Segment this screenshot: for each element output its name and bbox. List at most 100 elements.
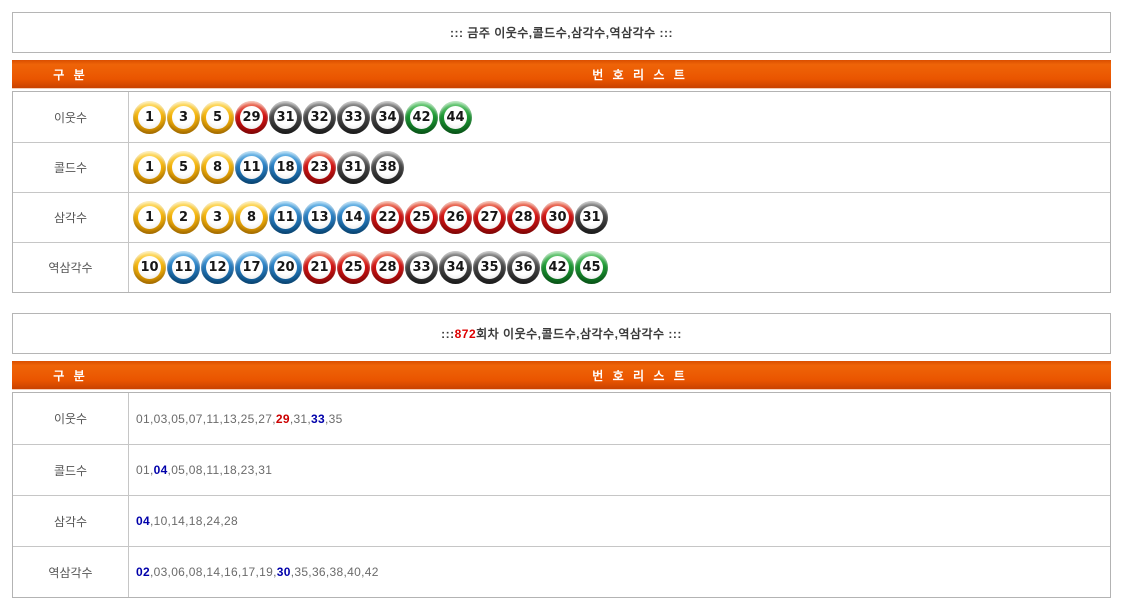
ball-number: 45 — [580, 256, 603, 279]
ball-number: 10 — [138, 256, 161, 279]
number-value: 19 — [259, 565, 274, 579]
lotto-ball: 36 — [507, 251, 540, 284]
lotto-ball: 1 — [133, 151, 166, 184]
row-label: 역삼각수 — [13, 547, 129, 597]
table-row: 역삼각수 02,03,06,08,14,16,17,19,30,35,36,38,… — [13, 546, 1110, 597]
number-list: 01,04,05,08,11,18,23,31 — [129, 445, 1110, 495]
number-value: 04 — [136, 514, 150, 528]
comma-separator: , — [149, 463, 154, 477]
number-value: 11 — [206, 463, 220, 477]
ball-number: 8 — [240, 206, 263, 229]
number-value: 05 — [171, 463, 186, 477]
lotto-ball: 25 — [337, 251, 370, 284]
ball-number: 42 — [410, 105, 433, 129]
comma-separator: , — [289, 411, 294, 426]
table-row: 역삼각수 10 11 12 17 20 21 25 28 33 34 35 36 42 45 — [13, 242, 1110, 292]
number-list: 04,10,14,18,24,28 — [129, 496, 1110, 546]
lotto-ball: 1 — [133, 201, 166, 234]
lotto-ball: 31 — [337, 151, 370, 184]
lotto-ball: 35 — [473, 251, 506, 284]
ball-number: 11 — [172, 256, 195, 279]
lotto-ball: 28 — [507, 201, 540, 234]
lotto-ball: 28 — [371, 251, 404, 284]
comma-separator: , — [167, 463, 172, 477]
lotto-ball: 8 — [201, 151, 234, 184]
weekly-section-title: ::: 금주 이웃수,콜드수,삼각수,역삼각수 ::: — [12, 12, 1111, 53]
section-gap — [12, 293, 1111, 313]
ball-number: 20 — [274, 256, 297, 279]
ball-number: 31 — [274, 105, 297, 129]
lotto-ball: 25 — [405, 201, 438, 234]
lotto-ball: 34 — [439, 251, 472, 284]
round-number: 872 — [454, 326, 477, 341]
number-value: 18 — [188, 514, 203, 528]
number-value: 27 — [258, 411, 273, 426]
table-row: 이웃수 1 3 5 29 31 32 33 34 42 44 — [13, 92, 1110, 142]
ball-number: 17 — [240, 256, 263, 279]
comma-separator: , — [219, 463, 224, 477]
comma-separator: , — [185, 565, 189, 579]
ball-number: 12 — [206, 256, 229, 279]
lotto-ball: 13 — [303, 201, 336, 234]
number-value: 38 — [329, 565, 344, 579]
table-row: 콜드수 01,04,05,08,11,18,23,31 — [13, 444, 1110, 495]
round-header-number-list: 번 호 리 스 트 — [592, 368, 688, 383]
lotto-ball: 33 — [405, 251, 438, 284]
ball-number: 1 — [138, 105, 161, 129]
lotto-ball: 42 — [405, 100, 438, 134]
lotto-ball: 8 — [235, 201, 268, 234]
comma-separator: , — [219, 411, 224, 426]
number-value: 29 — [275, 411, 290, 426]
lotto-ball: 30 — [541, 201, 574, 234]
number-value: 07 — [188, 411, 203, 426]
lotto-ball: 11 — [235, 151, 268, 184]
comma-separator: , — [185, 411, 189, 426]
lotto-ball: 34 — [371, 100, 404, 134]
number-value: 16 — [223, 565, 238, 579]
comma-separator: , — [220, 565, 224, 579]
comma-separator: , — [361, 565, 365, 579]
round-title-text: 회차 이웃수,콜드수,삼각수,역삼각수 ::: — [476, 327, 682, 341]
ball-number: 21 — [308, 256, 331, 279]
lotto-ball: 1 — [133, 100, 166, 134]
lotto-ball: 44 — [439, 100, 472, 134]
ball-number: 22 — [376, 206, 399, 229]
number-value: 08 — [188, 565, 203, 579]
number-list: 01,03,05,07,11,13,25,27,29,31,33,35 — [129, 393, 1110, 444]
number-value: 14 — [206, 565, 221, 579]
number-list: 02,03,06,08,14,16,17,19,30,35,36,38,40,4… — [129, 547, 1110, 597]
round-table-header: 구 분 번 호 리 스 트 — [12, 361, 1111, 389]
ball-list: 1 2 3 8 11 13 14 22 25 26 27 28 30 31 — [129, 193, 1110, 242]
number-value: 36 — [311, 565, 326, 579]
lotto-ball: 22 — [371, 201, 404, 234]
ball-list: 10 11 12 17 20 21 25 28 33 34 35 36 42 45 — [129, 243, 1110, 292]
ball-number: 44 — [444, 105, 467, 129]
lotto-ball: 45 — [575, 251, 608, 284]
lotto-ball: 12 — [201, 251, 234, 284]
table-row: 삼각수 04,10,14,18,24,28 — [13, 495, 1110, 546]
lotto-ball: 11 — [269, 201, 302, 234]
number-value: 25 — [240, 411, 255, 426]
number-value: 03 — [153, 565, 168, 579]
ball-number: 3 — [172, 105, 195, 129]
number-value: 35 — [294, 565, 309, 579]
round-section-title: ::: 872 회차 이웃수,콜드수,삼각수,역삼각수 ::: — [12, 313, 1111, 354]
ball-number: 28 — [512, 206, 535, 229]
row-label: 콜드수 — [13, 143, 129, 192]
ball-number: 33 — [342, 105, 365, 129]
lotto-ball: 42 — [541, 251, 574, 284]
ball-number: 32 — [308, 105, 331, 129]
ball-number: 13 — [308, 206, 331, 229]
ball-number: 29 — [240, 105, 263, 129]
number-value: 40 — [347, 565, 362, 579]
ball-number: 1 — [138, 206, 161, 229]
comma-separator: , — [290, 565, 295, 579]
comma-separator: , — [273, 565, 277, 579]
number-value: 17 — [241, 565, 256, 579]
number-value: 08 — [188, 463, 203, 477]
lotto-ball: 17 — [235, 251, 268, 284]
lotto-ball: 2 — [167, 201, 200, 234]
ball-number: 5 — [206, 105, 229, 129]
ball-number: 35 — [478, 256, 501, 279]
weekly-header-number-list: 번 호 리 스 트 — [592, 67, 688, 82]
